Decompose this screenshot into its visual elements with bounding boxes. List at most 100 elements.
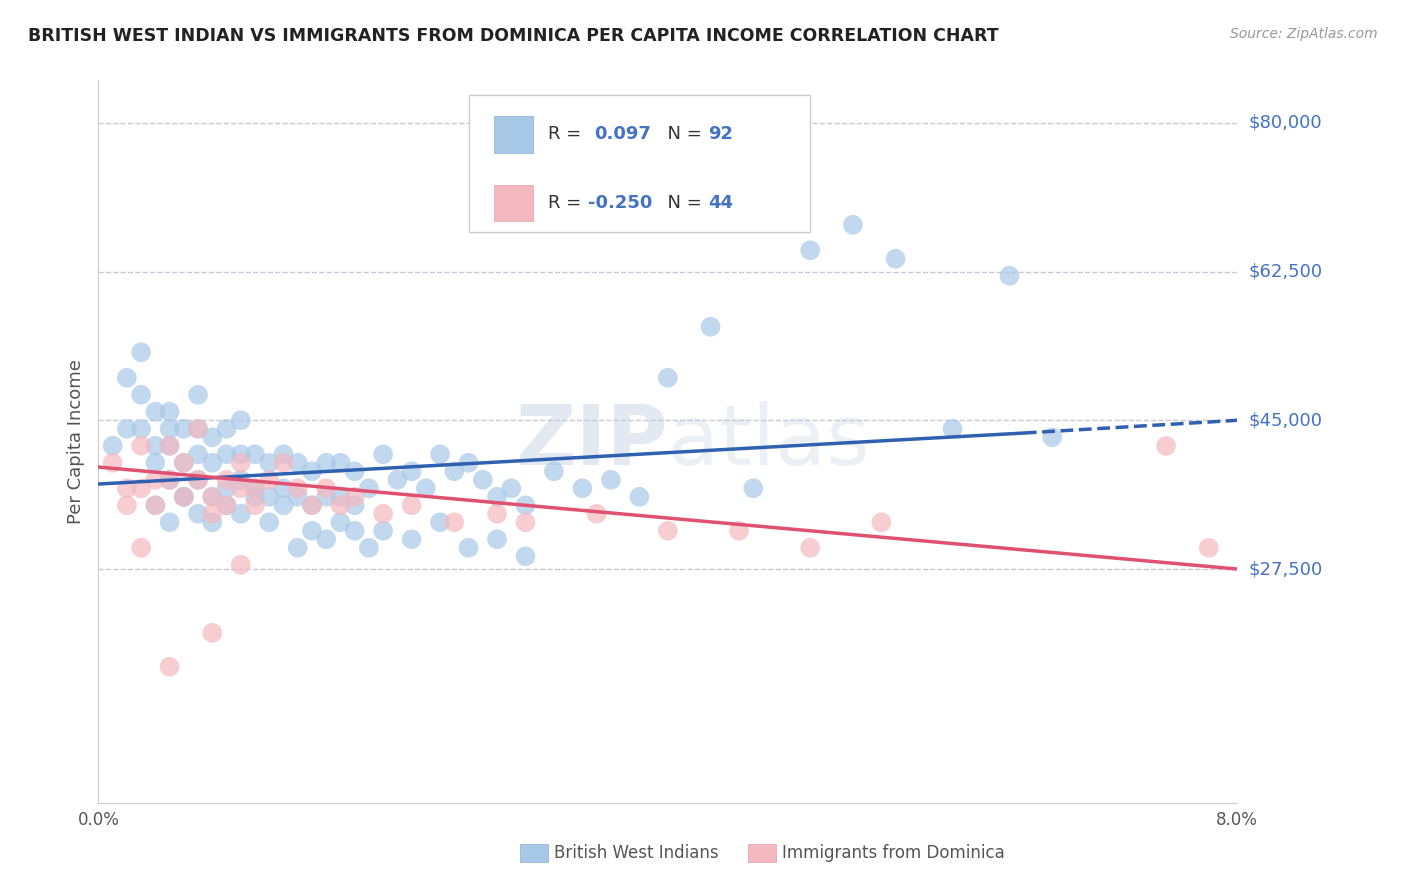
Point [115, 422, 138, 436]
Point [229, 413, 252, 427]
Point [486, 533, 509, 547]
Point [215, 481, 238, 495]
Text: N =: N = [657, 126, 709, 144]
Point [215, 498, 238, 512]
Point [201, 456, 224, 470]
Point [145, 498, 167, 512]
Point [215, 498, 238, 512]
Point [884, 252, 907, 266]
Point [129, 439, 152, 453]
Point [145, 473, 167, 487]
Point [273, 481, 295, 495]
Y-axis label: Per Capita Income: Per Capita Income [66, 359, 84, 524]
Point [371, 447, 394, 461]
Point [429, 516, 451, 530]
Point [287, 541, 309, 555]
Point [600, 473, 623, 487]
Point [329, 498, 352, 512]
Point [457, 456, 479, 470]
FancyBboxPatch shape [494, 116, 533, 153]
Text: atlas: atlas [668, 401, 869, 482]
Point [173, 456, 195, 470]
Point [1154, 439, 1177, 453]
Point [870, 516, 893, 530]
FancyBboxPatch shape [468, 95, 810, 232]
Point [571, 481, 593, 495]
Point [145, 498, 167, 512]
Point [187, 447, 209, 461]
Point [115, 371, 138, 385]
Point [501, 481, 523, 495]
Point [315, 456, 337, 470]
Point [259, 473, 281, 487]
FancyBboxPatch shape [494, 185, 533, 221]
Point [628, 490, 651, 504]
Point [173, 422, 195, 436]
Point [515, 516, 537, 530]
FancyBboxPatch shape [748, 844, 776, 862]
Point [486, 490, 509, 504]
Point [486, 507, 509, 521]
Point [229, 481, 252, 495]
Text: Immigrants from Dominica: Immigrants from Dominica [782, 844, 1004, 862]
Point [115, 498, 138, 512]
Point [728, 524, 751, 538]
Point [243, 498, 266, 512]
Point [243, 490, 266, 504]
Point [273, 447, 295, 461]
Point [301, 498, 323, 512]
Point [159, 516, 181, 530]
Point [159, 473, 181, 487]
Point [129, 481, 152, 495]
Point [343, 498, 366, 512]
Point [401, 533, 423, 547]
Point [799, 244, 821, 258]
Point [201, 516, 224, 530]
Text: 92: 92 [707, 126, 733, 144]
Point [742, 481, 765, 495]
Point [229, 456, 252, 470]
Point [187, 422, 209, 436]
Point [357, 481, 380, 495]
Point [942, 422, 965, 436]
Point [343, 490, 366, 504]
Point [371, 524, 394, 538]
Point [159, 439, 181, 453]
Point [101, 456, 124, 470]
Point [273, 456, 295, 470]
Text: ZIP: ZIP [516, 401, 668, 482]
Point [301, 464, 323, 478]
Point [842, 218, 865, 232]
Point [357, 541, 380, 555]
Point [471, 473, 494, 487]
Text: 0.097: 0.097 [593, 126, 651, 144]
Point [259, 490, 281, 504]
Point [201, 507, 224, 521]
Point [343, 524, 366, 538]
Point [145, 405, 167, 419]
Point [173, 490, 195, 504]
Text: N =: N = [657, 194, 709, 212]
Point [287, 490, 309, 504]
Text: $45,000: $45,000 [1249, 411, 1323, 429]
Point [543, 464, 565, 478]
Point [215, 473, 238, 487]
Point [329, 456, 352, 470]
Text: R =: R = [548, 126, 593, 144]
Point [273, 498, 295, 512]
Point [159, 422, 181, 436]
Text: R =: R = [548, 194, 588, 212]
Point [187, 473, 209, 487]
Point [173, 490, 195, 504]
Point [699, 319, 721, 334]
Point [657, 371, 679, 385]
Point [371, 507, 394, 521]
Point [145, 439, 167, 453]
Point [343, 464, 366, 478]
Point [657, 524, 679, 538]
Point [187, 507, 209, 521]
Point [145, 456, 167, 470]
Point [129, 541, 152, 555]
Point [259, 456, 281, 470]
Point [429, 447, 451, 461]
